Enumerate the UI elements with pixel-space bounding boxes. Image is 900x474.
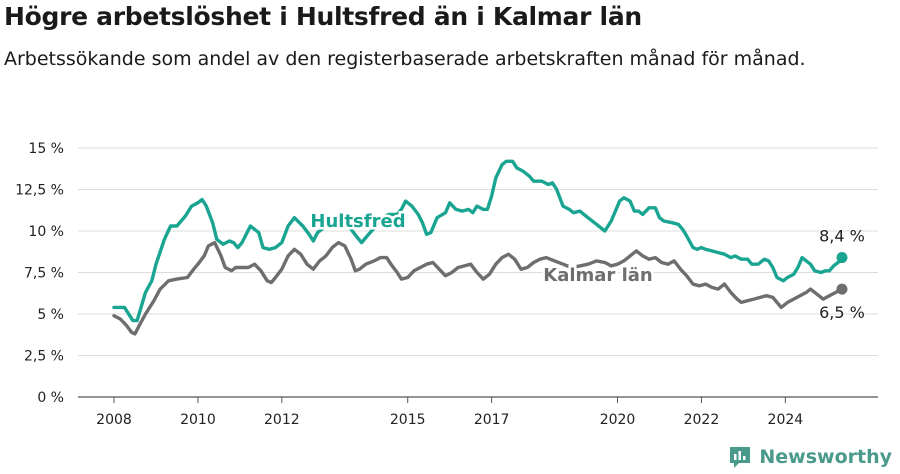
x-tick-label: 2022	[684, 412, 720, 428]
chart-subtitle: Arbetssökande som andel av den registerb…	[4, 48, 806, 70]
x-axis: 2008 2010 2012 2015 2017 2020 2022 2024	[96, 397, 803, 428]
x-tick-label: 2020	[600, 412, 636, 428]
y-tick-label: 10 %	[28, 224, 64, 240]
series-labels: Hultsfred Kalmar län 8,4 % 6,5 %	[308, 209, 865, 323]
y-tick-label: 0 %	[37, 390, 64, 406]
bar-chart-logo-icon	[730, 447, 751, 468]
kalmar-lan-end-value: 6,5 %	[819, 303, 865, 322]
y-axis-labels: 0 % 2,5 % 5 % 7,5 % 10 % 12,5 % 15 %	[15, 141, 64, 406]
kalmar-l-n-end-point	[836, 283, 848, 295]
x-tick-label: 2015	[390, 412, 426, 428]
gridlines	[78, 147, 878, 398]
y-tick-label: 2,5 %	[24, 349, 64, 365]
x-tick-label: 2008	[96, 412, 132, 428]
y-tick-label: 15 %	[28, 141, 64, 157]
brand-name: Newsworthy	[759, 446, 892, 468]
series-lines	[112, 159, 848, 336]
y-tick-label: 7,5 %	[24, 266, 64, 282]
y-tick-label: 12,5 %	[15, 183, 64, 199]
x-tick-label: 2024	[768, 412, 804, 428]
newsworthy-brand: Newsworthy	[727, 444, 892, 470]
x-tick-label: 2012	[264, 412, 300, 428]
hultsfred-line	[112, 159, 844, 323]
kalmar-lan-series-label: Kalmar län	[543, 265, 652, 286]
hultsfred-series-label: Hultsfred	[310, 211, 405, 232]
hultsfred-end-point	[836, 252, 848, 264]
kalmar-l-n-line	[112, 240, 844, 336]
chart-title: Högre arbetslöshet i Hultsfred än i Kalm…	[4, 2, 642, 31]
hultsfred-end-value: 8,4 %	[819, 227, 865, 246]
y-tick-label: 5 %	[37, 307, 64, 323]
x-tick-label: 2010	[180, 412, 216, 428]
x-tick-label: 2017	[474, 412, 510, 428]
